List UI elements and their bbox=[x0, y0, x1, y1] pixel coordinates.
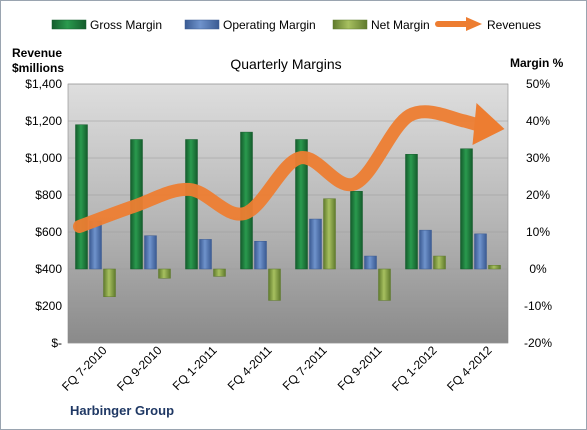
legend: Gross Margin Operating Margin Net Margin… bbox=[51, 17, 541, 32]
category-tick-label: FQ 1-2011 bbox=[170, 343, 220, 393]
left-tick-label: $1,200 bbox=[25, 114, 62, 128]
category-tick-label: FQ 1-2012 bbox=[389, 343, 440, 394]
company-name: Harbinger Group bbox=[70, 403, 174, 418]
category-tick-label: FQ 9-2010 bbox=[114, 343, 165, 394]
legend-item-gross-margin: Gross Margin bbox=[51, 18, 162, 32]
revenue-line-group bbox=[73, 103, 505, 233]
right-tick-label: -10% bbox=[524, 299, 552, 313]
left-tick-label: $400 bbox=[35, 262, 62, 276]
legend-swatch-net-margin bbox=[332, 19, 368, 30]
left-tick-label: $600 bbox=[35, 225, 62, 239]
right-axis-ticks: -20% -10% 0% 10% 20% 30% 40% 50% bbox=[524, 77, 552, 350]
category-tick-label: FQ 7-2010 bbox=[59, 343, 110, 394]
bar-gross-margin bbox=[405, 154, 418, 270]
left-tick-label: $1,000 bbox=[25, 151, 62, 165]
right-tick-label: 0% bbox=[529, 262, 547, 276]
bar-net-margin bbox=[213, 268, 226, 277]
bar-gross-margin bbox=[240, 131, 253, 270]
legend-item-revenues: Revenues bbox=[435, 17, 541, 32]
bar-net-margin bbox=[103, 268, 116, 297]
legend-label-revenues: Revenues bbox=[487, 18, 541, 32]
category-tick-label: FQ 9-2011 bbox=[335, 343, 385, 393]
legend-arrowhead-revenues bbox=[466, 17, 482, 31]
right-tick-label: 10% bbox=[526, 225, 550, 239]
left-tick-label: $200 bbox=[35, 299, 62, 313]
chart-title: Quarterly Margins bbox=[230, 56, 341, 72]
bar-gross-margin bbox=[185, 139, 198, 270]
legend-swatch-gross-margin bbox=[51, 19, 87, 30]
right-axis-title: Margin % bbox=[510, 56, 564, 70]
legend-label-gross-margin: Gross Margin bbox=[90, 18, 162, 32]
category-tick-label: FQ 7-2011 bbox=[280, 343, 330, 393]
left-axis-title-line2: $millions bbox=[12, 61, 64, 75]
right-tick-label: -20% bbox=[524, 336, 552, 350]
category-tick-label: FQ 4-2012 bbox=[444, 343, 495, 394]
bar-operating-margin bbox=[144, 235, 157, 270]
legend-label-operating-margin: Operating Margin bbox=[223, 18, 316, 32]
right-tick-label: 30% bbox=[526, 151, 550, 165]
bar-operating-margin bbox=[364, 255, 377, 270]
bar-operating-margin bbox=[419, 229, 432, 270]
bar-gross-margin bbox=[75, 124, 88, 270]
legend-swatch-operating-margin bbox=[184, 19, 220, 30]
right-tick-label: 50% bbox=[526, 77, 550, 91]
legend-item-net-margin: Net Margin bbox=[332, 18, 430, 32]
bar-gross-margin bbox=[350, 191, 363, 270]
right-tick-label: 20% bbox=[526, 188, 550, 202]
left-axis-ticks: $- $200 $400 $600 $800 $1,000 $1,200 $1,400 bbox=[25, 77, 62, 350]
category-tick-label: FQ 4-2011 bbox=[225, 343, 275, 393]
bar-operating-margin bbox=[199, 239, 212, 270]
category-axis-ticks: FQ 7-2010 FQ 9-2010 FQ 1-2011 FQ 4-2011 FQ 7… bbox=[59, 343, 495, 394]
left-axis-title-line1: Revenue bbox=[12, 46, 62, 60]
left-tick-label: $1,400 bbox=[25, 77, 62, 91]
bar-operating-margin bbox=[254, 241, 267, 270]
bar-marks bbox=[75, 124, 501, 301]
bar-net-margin bbox=[488, 265, 501, 270]
bar-operating-margin bbox=[309, 218, 322, 270]
bar-gross-margin bbox=[460, 148, 473, 270]
left-tick-label: $800 bbox=[35, 188, 62, 202]
legend-label-net-margin: Net Margin bbox=[371, 18, 430, 32]
bar-net-margin bbox=[433, 255, 446, 270]
bar-operating-margin bbox=[474, 233, 487, 270]
revenue-line bbox=[73, 105, 485, 233]
bar-gross-margin bbox=[295, 139, 308, 270]
bar-net-margin bbox=[158, 268, 171, 279]
bar-net-margin bbox=[323, 198, 336, 270]
revenue-arrowhead bbox=[472, 103, 505, 145]
left-tick-label: $- bbox=[51, 336, 62, 350]
right-tick-label: 40% bbox=[526, 114, 550, 128]
bar-net-margin bbox=[268, 268, 281, 301]
legend-item-operating-margin: Operating Margin bbox=[184, 18, 316, 32]
bar-net-margin bbox=[378, 268, 391, 301]
